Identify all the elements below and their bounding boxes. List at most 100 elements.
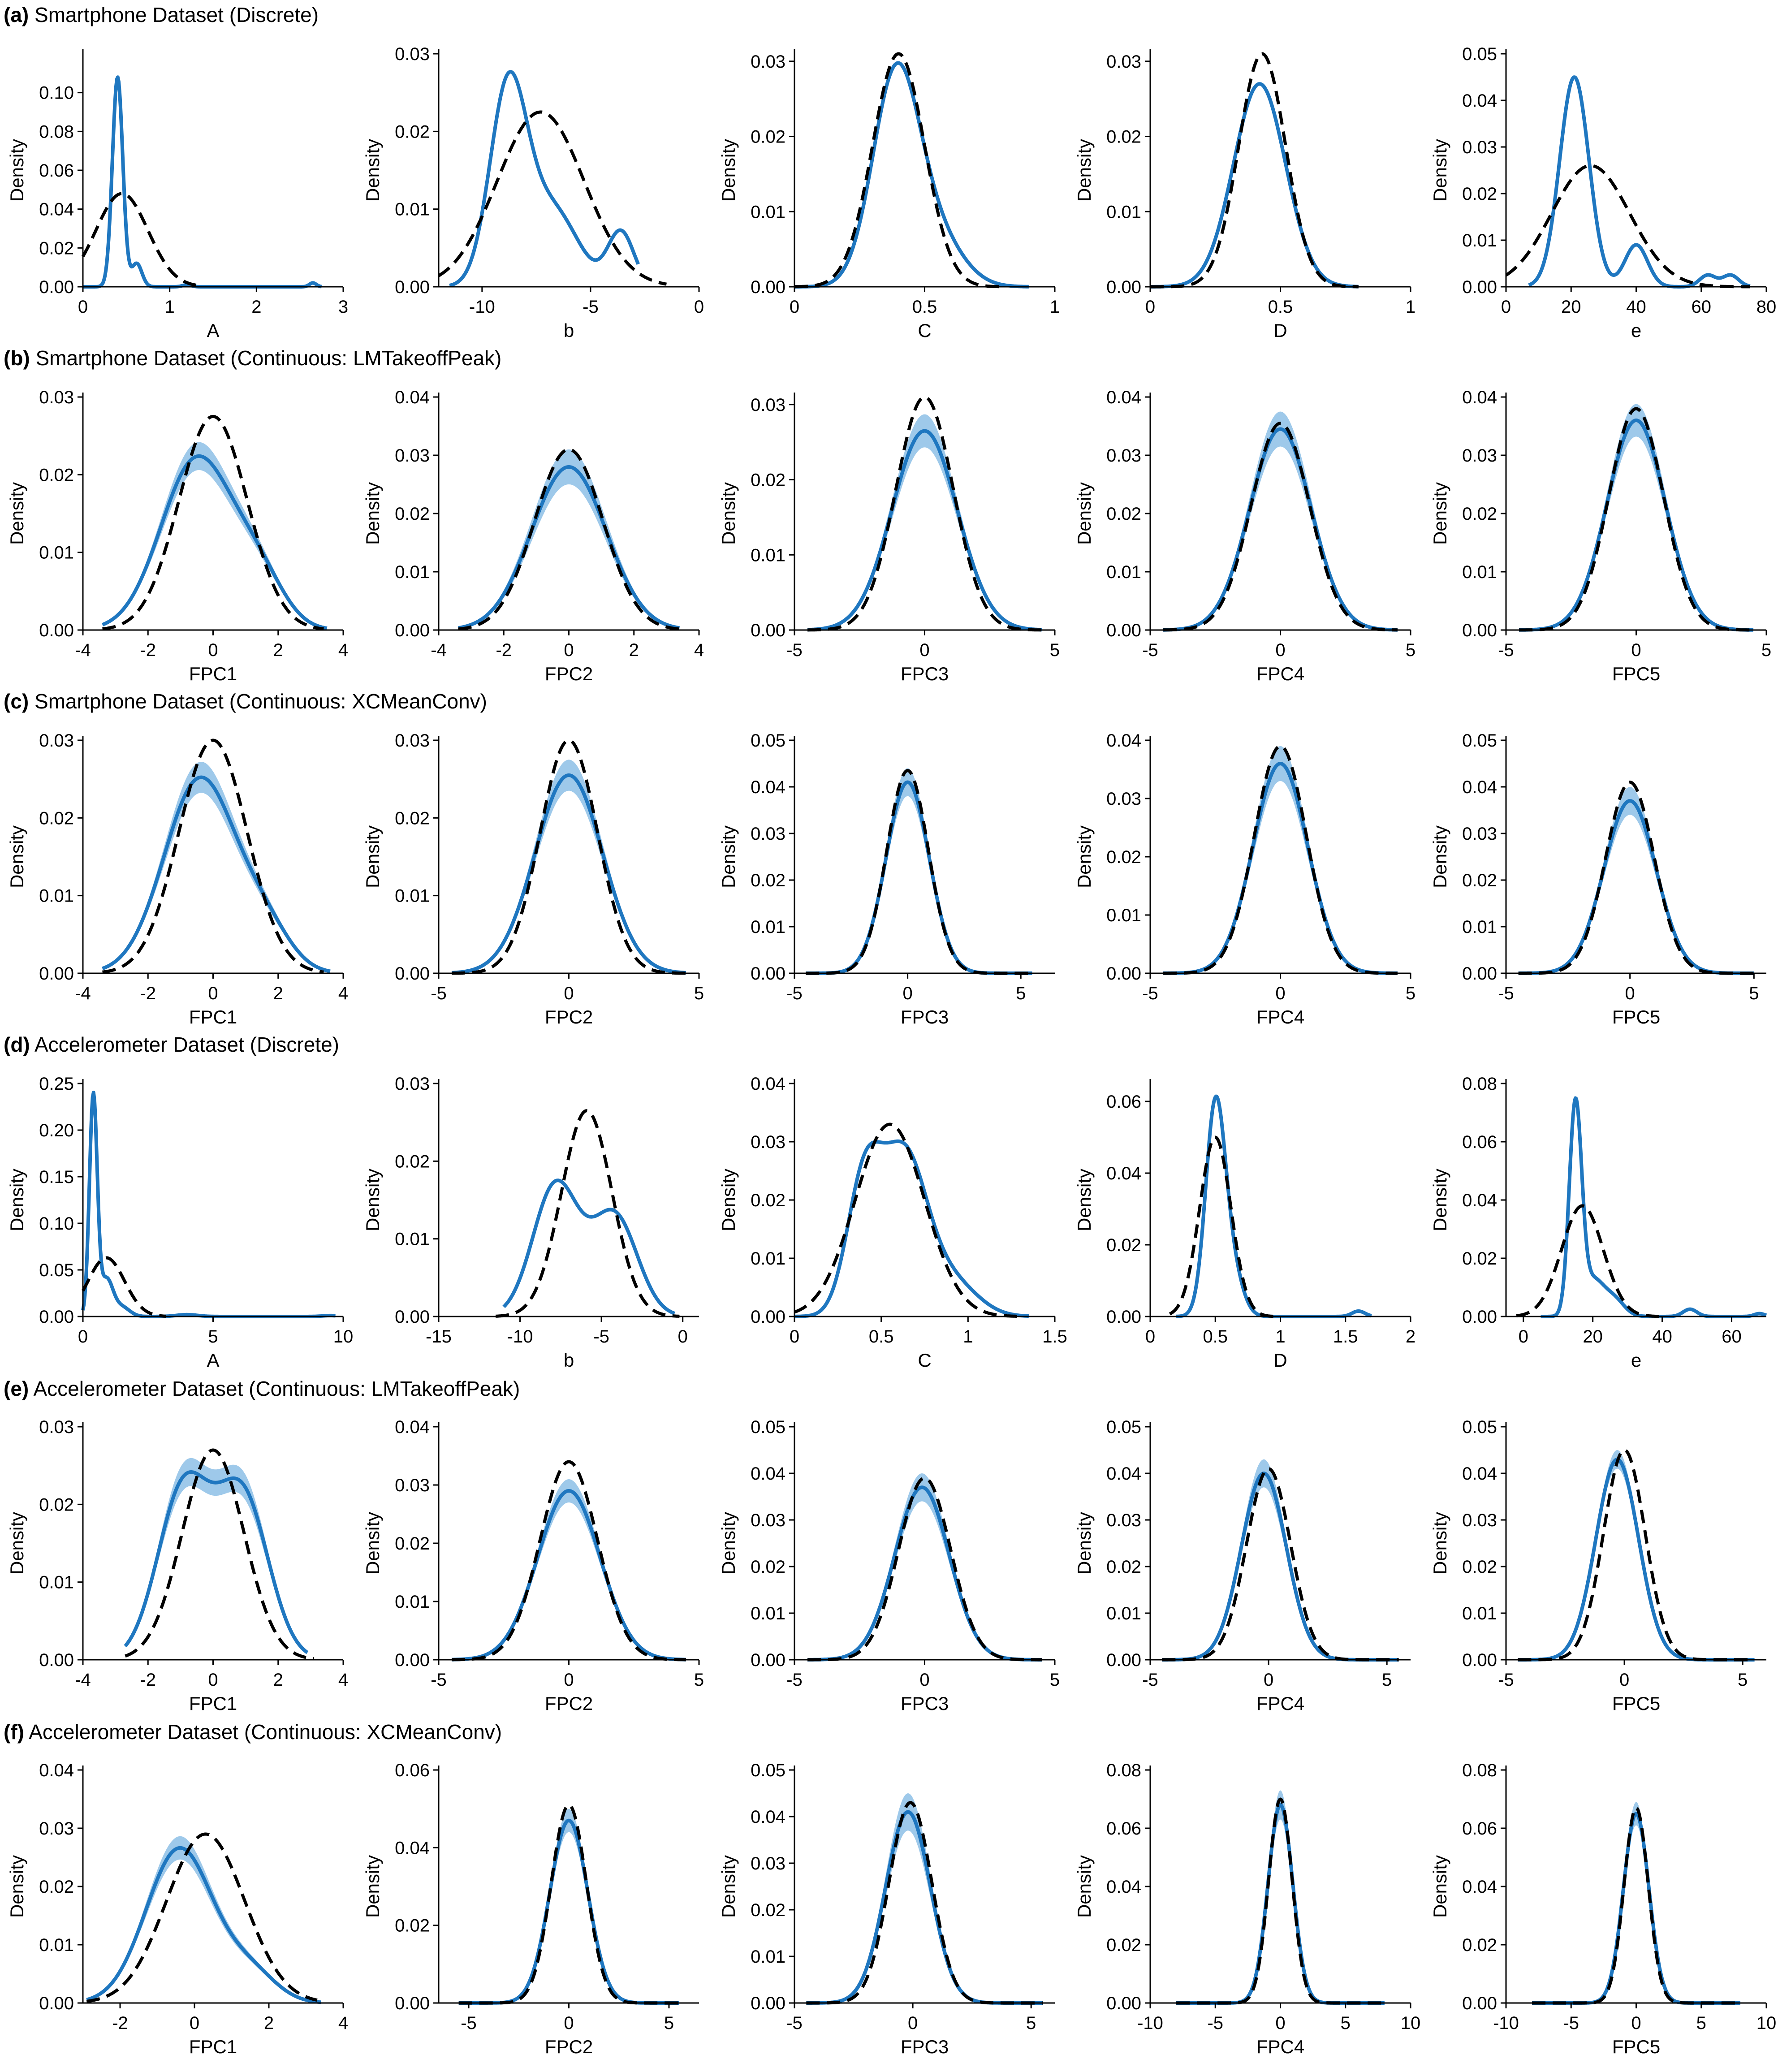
x-tick-label: 5: [1026, 2013, 1036, 2033]
y-tick-label: 0.04: [751, 1074, 785, 1094]
empirical-density-line: [81, 1091, 337, 1318]
y-tick-label: 0.01: [1462, 1604, 1497, 1623]
confidence-band: [125, 1458, 308, 1653]
density-panel-r6-c5: 0.00 0.02 0.04 0.06 0.08 -10 -5 0 5 10 FPC5 Density: [1429, 1761, 1776, 2057]
empirical-density-line: [1518, 419, 1754, 632]
x-axis-label: FPC1: [189, 1693, 237, 1714]
x-tick-label: 0: [908, 2013, 918, 2033]
reference-density-line: [1505, 164, 1751, 289]
y-tick-label: 0.04: [1462, 388, 1497, 407]
y-axis-label: Density: [718, 1169, 739, 1231]
x-tick-label: 5: [1761, 640, 1771, 660]
reference-density-line: [1162, 422, 1398, 632]
x-tick-label: -15: [426, 1327, 452, 1347]
density-panel-r1-c5: 0.00 0.01 0.02 0.03 0.04 0.05 0 20 40 60 80 e Densit…: [1429, 44, 1776, 341]
y-tick-label: 0.01: [1106, 906, 1141, 925]
y-tick-label: 0.02: [1106, 504, 1141, 524]
y-tick-label: 0.03: [1462, 138, 1497, 157]
confidence-band: [458, 1809, 679, 2003]
confidence-band: [86, 1836, 321, 2003]
empirical-density-line: [502, 1178, 676, 1315]
y-tick-label: 0.03: [39, 1819, 74, 1839]
x-tick-label: 5: [1749, 984, 1759, 1003]
x-axis-label: FPC1: [189, 1006, 237, 1027]
y-tick-label: 0.03: [1106, 1511, 1141, 1530]
empirical-density-line: [1540, 1096, 1768, 1318]
reference-density-line: [124, 1448, 315, 1661]
y-tick-label: 0.00: [39, 1650, 74, 1670]
y-tick-label: 0.04: [1106, 1164, 1141, 1183]
y-tick-label: 0.05: [751, 1761, 785, 1780]
x-tick-label: 0: [564, 984, 574, 1003]
density-panel-r6-c4: 0.00 0.02 0.04 0.06 0.08 -10 -5 0 5 10 FPC4 Density: [1074, 1761, 1421, 2057]
row-title-text-a: Smartphone Dataset (Discrete): [35, 3, 319, 26]
x-axis-label: A: [207, 320, 219, 341]
x-axis-label: b: [564, 1350, 574, 1371]
x-tick-label: -5: [786, 2013, 803, 2033]
empirical-density-line: [805, 780, 1033, 975]
y-tick-label: 0.03: [751, 1854, 785, 1873]
y-tick-label: 0.02: [395, 1534, 430, 1554]
density-panel-r2-c1: 0.00 0.01 0.02 0.03 -4 -2 0 2 4 FPC1 Density: [6, 388, 348, 684]
density-panel-r1-c1: 0.00 0.02 0.04 0.06 0.08 0.10 0 1 2 3 A Density: [6, 49, 348, 341]
y-tick-label: 0.00: [751, 621, 785, 640]
x-tick-label: 5: [1382, 1670, 1392, 1690]
x-tick-label: 10: [1401, 2013, 1421, 2033]
reference-density-line: [1517, 1448, 1756, 1662]
y-axis-label: Density: [6, 825, 27, 888]
y-tick-label: 0.00: [395, 621, 430, 640]
confidence-band: [452, 760, 686, 973]
empirical-density-line: [1175, 1094, 1373, 1318]
x-axis-label: C: [918, 1350, 931, 1371]
row-title-a: (a) Smartphone Dataset (Discrete): [4, 3, 319, 27]
x-tick-label: 4: [338, 640, 348, 660]
y-tick-label: 0.01: [1106, 1604, 1141, 1623]
y-tick-label: 0.04: [1462, 1877, 1497, 1897]
x-tick-label: -10: [1493, 2013, 1519, 2033]
reference-density-line: [81, 1256, 168, 1318]
x-tick-label: 60: [1722, 1327, 1742, 1347]
empirical-density-line: [1517, 1457, 1756, 1662]
y-tick-label: 0.05: [1462, 44, 1497, 64]
y-tick-label: 0.05: [1462, 1417, 1497, 1437]
reference-density-line: [438, 110, 667, 286]
x-tick-label: 5: [694, 1670, 704, 1690]
x-tick-label: 0: [208, 984, 218, 1003]
y-tick-label: 0.04: [395, 388, 430, 407]
y-tick-label: 0.02: [39, 1877, 74, 1897]
x-tick-label: 5: [664, 2013, 674, 2033]
y-tick-label: 0.02: [751, 1191, 785, 1210]
y-tick-label: 0.03: [395, 731, 430, 751]
empirical-density-line: [451, 773, 687, 975]
x-tick-label: -5: [461, 2013, 477, 2033]
y-tick-label: 0.06: [39, 161, 74, 181]
row-title-text-e: Accelerometer Dataset (Continuous: LMTak…: [33, 1377, 520, 1400]
x-tick-label: 1: [1050, 297, 1060, 317]
y-tick-label: 0.02: [751, 1900, 785, 1920]
empirical-density-line: [807, 1485, 1043, 1662]
x-tick-label: -5: [431, 1670, 447, 1690]
x-tick-label: -5: [1498, 984, 1514, 1003]
empirical-density-line: [807, 429, 1043, 632]
y-tick-label: 0.04: [39, 1761, 74, 1780]
y-axis-label: Density: [718, 139, 739, 202]
density-panel-r3-c5: 0.00 0.01 0.02 0.03 0.04 0.05 -5 0 5 FPC5 Density: [1429, 731, 1766, 1027]
x-tick-label: 0: [208, 640, 218, 660]
y-tick-label: 0.08: [1462, 1074, 1497, 1094]
x-tick-label: 3: [338, 297, 348, 317]
x-axis-label: FPC3: [901, 1693, 949, 1714]
x-tick-label: -5: [1563, 2013, 1579, 2033]
empirical-density-line: [101, 775, 331, 973]
y-tick-label: 0.20: [39, 1121, 74, 1140]
row-title-c: (c) Smartphone Dataset (Continuous: XCMe…: [4, 689, 487, 713]
x-tick-label: 4: [338, 984, 348, 1003]
x-tick-label: 0: [208, 1670, 218, 1690]
y-axis-label: Density: [1429, 1512, 1450, 1575]
y-tick-label: 0.06: [1462, 1819, 1497, 1839]
y-axis-label: Density: [1074, 1169, 1095, 1231]
x-tick-label: 4: [338, 1670, 348, 1690]
x-axis-label: FPC5: [1612, 663, 1660, 684]
x-tick-label: 0: [790, 297, 799, 317]
reference-density-line: [458, 1803, 680, 2005]
x-axis-label: FPC3: [901, 663, 949, 684]
